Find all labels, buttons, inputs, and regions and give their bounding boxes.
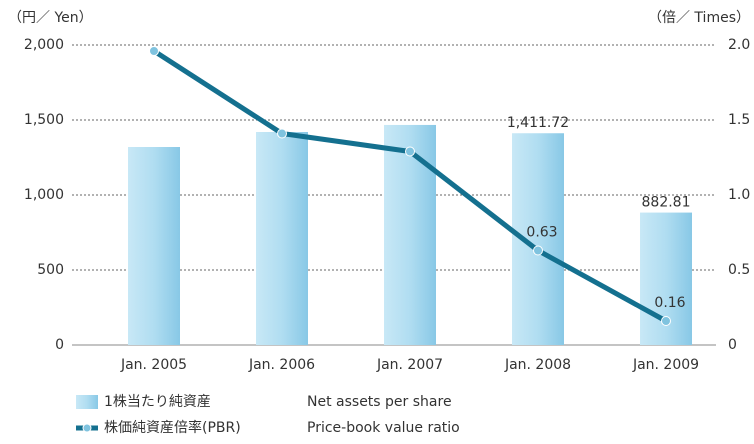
bar [256, 132, 308, 345]
y2-tick-label: 1.0 [728, 187, 750, 203]
legend-label: 株価純資産倍率(PBR) [104, 419, 241, 436]
x-tick-label: Jan. 2006 [248, 357, 315, 373]
legend-swatch-marker [82, 423, 92, 433]
y2-axis-label: （倍／ Times） [648, 10, 750, 26]
y-tick-label: 0 [55, 337, 64, 353]
legend-label-en: Price-book value ratio [307, 420, 460, 436]
legend-swatch [76, 395, 98, 409]
y2-tick-label: 2.0 [728, 37, 750, 53]
line-marker [533, 245, 543, 256]
legend-label: 1株当たり純資産 [104, 394, 211, 410]
line-marker [661, 316, 671, 326]
line-value-label: 0.63 [526, 225, 557, 241]
bar-value-label: 1,411.72 [507, 115, 569, 131]
legend-label-en: Net assets per share [307, 394, 452, 410]
x-tick-label: Jan. 2008 [504, 357, 571, 373]
y2-tick-label: 0 [728, 337, 737, 353]
line-marker [405, 146, 415, 157]
y2-tick-label: 0.5 [728, 262, 750, 278]
bar [128, 147, 180, 345]
y-tick-label: 500 [37, 262, 64, 278]
x-tick-label: Jan. 2009 [632, 357, 699, 373]
line-marker [149, 46, 159, 56]
bar-value-label: 882.81 [642, 195, 691, 211]
line-value-label: 0.16 [654, 295, 685, 311]
line-marker [277, 128, 287, 139]
y-tick-label: 2,000 [24, 37, 64, 53]
x-tick-label: Jan. 2007 [376, 357, 443, 373]
y-tick-label: 1,000 [24, 187, 64, 203]
y-axis-label: （円／ Yen） [8, 10, 93, 26]
x-tick-label: Jan. 2005 [120, 357, 187, 373]
y2-tick-label: 1.5 [728, 112, 750, 128]
y-tick-label: 1,500 [24, 112, 64, 128]
bar [384, 124, 436, 345]
